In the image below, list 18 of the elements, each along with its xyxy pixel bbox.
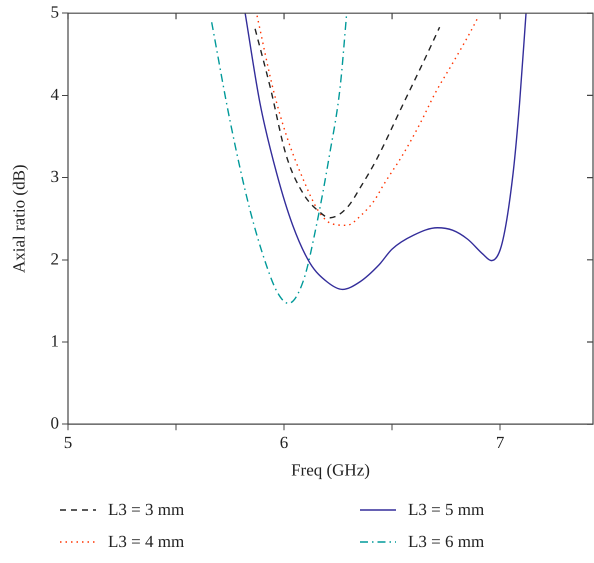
x-tick-label: 6 xyxy=(280,432,288,452)
y-tick-label: 1 xyxy=(50,331,59,350)
x-tick-label: 5 xyxy=(64,432,72,452)
y-tick-label: 0 xyxy=(50,414,59,433)
y-axis-title: Axial ratio (dB) xyxy=(10,164,29,273)
legend-label: L3 = 6 mm xyxy=(408,532,484,552)
legend-label: L3 = 3 mm xyxy=(108,500,184,520)
x-axis-title: Freq (GHz) xyxy=(291,460,370,480)
legend-label: L3 = 4 mm xyxy=(108,532,184,552)
y-tick-label: 5 xyxy=(50,2,59,22)
x-tick-label: 7 xyxy=(496,432,505,452)
y-tick-label: 4 xyxy=(50,84,60,104)
legend-label: L3 = 5 mm xyxy=(408,500,484,520)
line-series xyxy=(254,26,440,219)
y-tick-label: 3 xyxy=(50,167,59,186)
line-series xyxy=(256,14,480,226)
line-series xyxy=(244,13,527,290)
y-tick-label: 2 xyxy=(50,249,59,268)
